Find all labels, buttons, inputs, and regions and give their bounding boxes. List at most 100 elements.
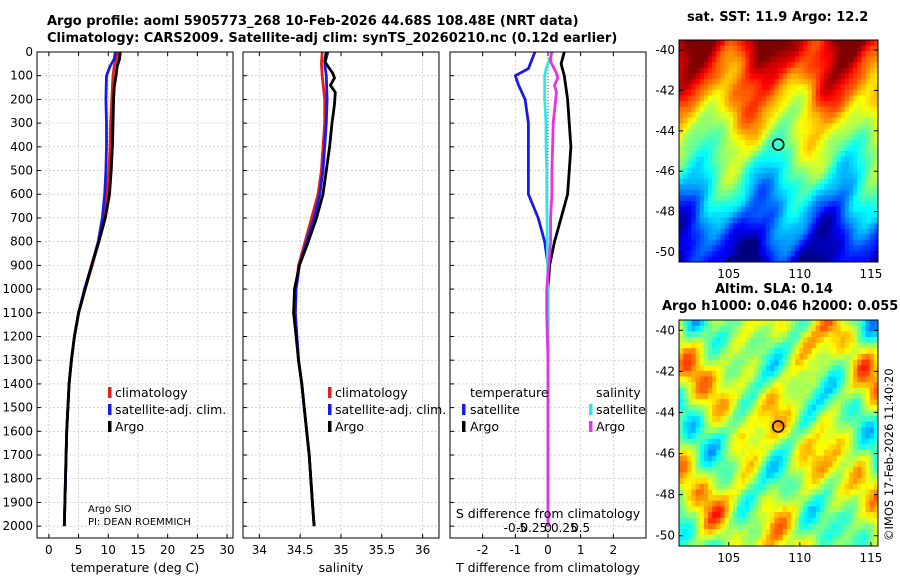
map-cell	[782, 331, 788, 338]
map-cell	[795, 416, 800, 423]
map-cell	[724, 416, 730, 423]
map-cell	[774, 73, 779, 80]
map-cell	[724, 500, 730, 507]
map-cell	[782, 365, 788, 372]
map-cell	[770, 51, 775, 58]
map-cell	[848, 206, 854, 213]
map-cell	[790, 325, 796, 332]
map-cell	[691, 325, 696, 332]
map-cell	[745, 444, 750, 451]
map-cell	[853, 151, 858, 157]
map-cell	[790, 359, 796, 366]
map-cell	[691, 534, 696, 541]
map-cell	[732, 483, 738, 490]
map-cell	[766, 123, 771, 130]
map-cell	[786, 478, 792, 485]
map-cell	[848, 89, 854, 96]
map-cell	[840, 134, 846, 141]
map-cell	[770, 151, 775, 157]
y-tick-label: 600	[10, 187, 33, 201]
map-cell	[869, 370, 875, 377]
map-cell	[815, 500, 821, 507]
map-cell	[815, 410, 821, 417]
map-cell	[778, 245, 784, 252]
map-cell	[873, 45, 879, 52]
map-cell	[737, 449, 742, 456]
map-cell	[732, 438, 738, 445]
map-cell	[691, 162, 696, 169]
map-cell	[869, 478, 875, 485]
map-cell	[737, 427, 742, 434]
map-cell	[844, 89, 850, 96]
map-cell	[803, 444, 808, 451]
map-cell	[861, 370, 866, 377]
map-cell	[766, 128, 771, 135]
map-cell	[799, 139, 804, 146]
map-cell	[807, 495, 813, 502]
map-cell	[753, 506, 759, 513]
map-cell	[807, 466, 813, 473]
map-cell	[807, 438, 813, 445]
map-cell	[732, 370, 738, 377]
map-cell	[795, 51, 800, 58]
map-cell	[782, 353, 788, 360]
map-cell	[749, 325, 755, 332]
map-cell	[799, 84, 804, 91]
map-cell	[770, 387, 775, 394]
map-cell	[828, 134, 833, 141]
map-cell	[712, 51, 717, 58]
map-cell	[757, 45, 763, 52]
map-cell	[869, 455, 875, 462]
map-cell	[824, 40, 829, 46]
map-cell	[774, 178, 779, 185]
map-cell	[824, 239, 829, 246]
map-cell	[691, 444, 696, 451]
map-cell	[803, 517, 808, 524]
map-cell	[824, 256, 829, 263]
map-cell	[782, 540, 788, 547]
map-cell	[770, 167, 775, 174]
map-cell	[708, 393, 713, 400]
map-cell	[819, 123, 825, 130]
map-cell	[679, 336, 684, 343]
map-cell	[869, 106, 875, 113]
map-cell	[749, 245, 755, 252]
map-cell	[691, 250, 696, 257]
map-cell	[869, 62, 875, 69]
map-cell	[840, 342, 846, 349]
map-cell	[873, 84, 879, 91]
map-cell	[737, 78, 742, 85]
map-cell	[774, 387, 779, 394]
map-cell	[683, 62, 688, 69]
map-cell	[691, 353, 696, 360]
credit-institution: Argo SIO	[88, 504, 132, 515]
map-cell	[865, 45, 871, 52]
map-cell	[679, 95, 684, 102]
map-cell	[757, 212, 763, 218]
map-cell	[695, 365, 701, 372]
map-cell	[786, 382, 792, 389]
map-cell	[857, 365, 862, 372]
map-cell	[761, 62, 767, 69]
map-cell	[848, 156, 854, 163]
map-cell	[873, 495, 879, 502]
map-cell	[819, 399, 825, 406]
map-cell	[691, 206, 696, 213]
map-cell	[724, 212, 730, 218]
map-cell	[861, 342, 866, 349]
map-cell	[766, 376, 771, 383]
map-cell	[865, 167, 871, 174]
map-cell	[824, 416, 829, 423]
map-cell	[782, 495, 788, 502]
map-cell	[774, 370, 779, 377]
map-cell	[749, 376, 755, 383]
map-cell	[824, 540, 829, 547]
map-cell	[720, 353, 726, 360]
map-cell	[844, 250, 850, 257]
map-cell	[683, 162, 688, 169]
map-cell	[865, 461, 871, 468]
map-cell	[766, 320, 771, 327]
map-cell	[703, 223, 709, 230]
map-cell	[753, 167, 759, 174]
map-cell	[782, 523, 788, 530]
